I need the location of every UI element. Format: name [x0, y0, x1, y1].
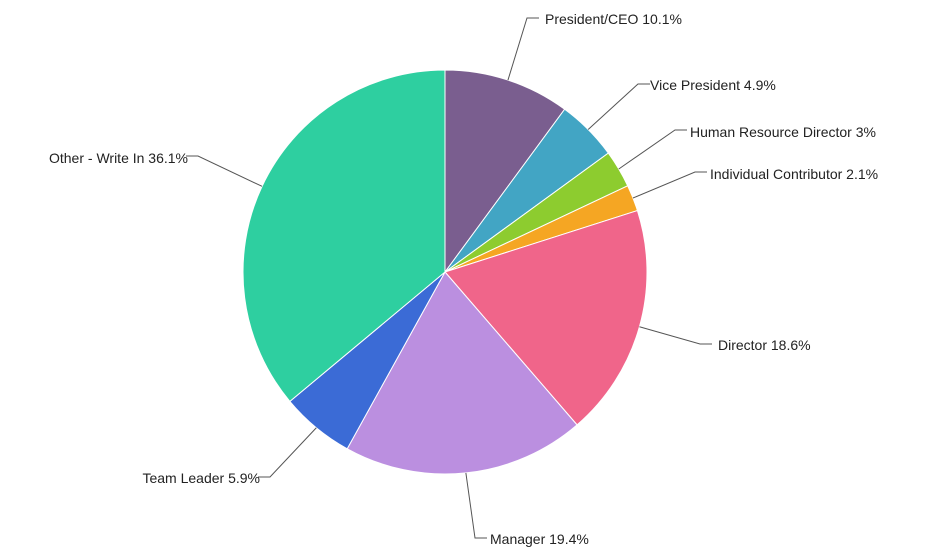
slice-label-individual-contributor: Individual Contributor 2.1% — [710, 166, 878, 182]
slice-label-team-leader: Team Leader 5.9% — [142, 470, 260, 486]
leader-line-team-leader — [258, 427, 317, 478]
pie-slice-president-ceo[interactable] — [444, 69, 566, 274]
slice-label-manager: Manager 19.4% — [490, 531, 589, 547]
leader-line-vice-president — [587, 83, 650, 130]
pie-slices — [242, 69, 648, 475]
leader-line-president-ceo — [507, 17, 539, 81]
leader-lines — [186, 17, 712, 539]
leader-line-individual-contributor — [632, 171, 707, 199]
slice-labels: President/CEO 10.1% Vice President 4.9% Hu… — [49, 11, 878, 547]
slice-label-vice-president: Vice President 4.9% — [650, 77, 776, 93]
leader-line-human-resource-director — [618, 129, 687, 170]
slice-label-human-resource-director: Human Resource Director 3% — [690, 124, 876, 140]
slice-label-president-ceo: President/CEO 10.1% — [545, 11, 682, 27]
pie-slice-manager[interactable] — [346, 271, 578, 475]
slice-label-director: Director 18.6% — [718, 337, 811, 353]
slice-label-other-write-in: Other - Write In 36.1% — [49, 150, 188, 166]
leader-line-manager — [465, 472, 487, 539]
pie-slice-other-write-in[interactable] — [242, 69, 446, 403]
pie-slice-director[interactable] — [444, 209, 648, 426]
leader-line-director — [639, 326, 712, 345]
leader-line-other-write-in — [186, 155, 263, 187]
